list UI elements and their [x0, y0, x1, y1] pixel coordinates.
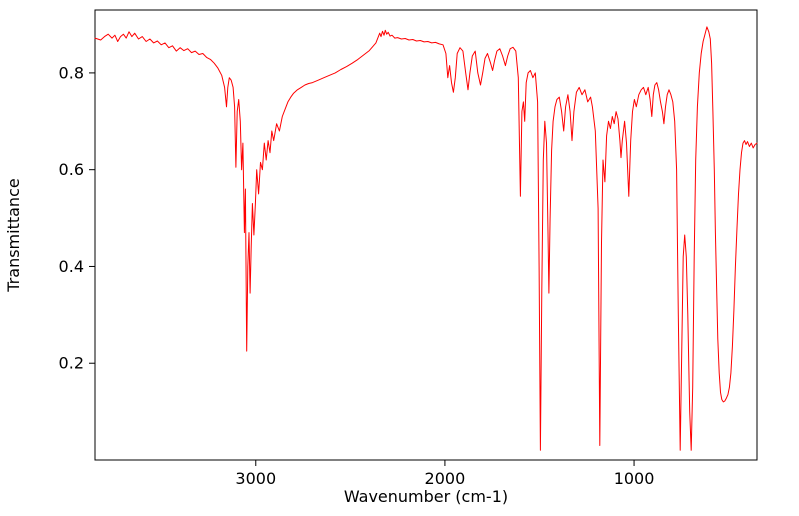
x-tick-label: 2000 — [425, 469, 466, 488]
y-tick-label: 0.2 — [59, 354, 84, 373]
y-tick-label: 0.8 — [59, 63, 84, 82]
x-tick-label: 3000 — [235, 469, 276, 488]
x-axis-label: Wavenumber (cm-1) — [343, 487, 509, 506]
y-tick-label: 0.6 — [59, 160, 84, 179]
y-axis-label: Transmittance — [4, 178, 23, 292]
plot-frame — [94, 9, 758, 461]
x-tick-label: 1000 — [614, 469, 655, 488]
spectrum-line — [94, 26, 758, 451]
y-tick-label: 0.4 — [59, 257, 84, 276]
